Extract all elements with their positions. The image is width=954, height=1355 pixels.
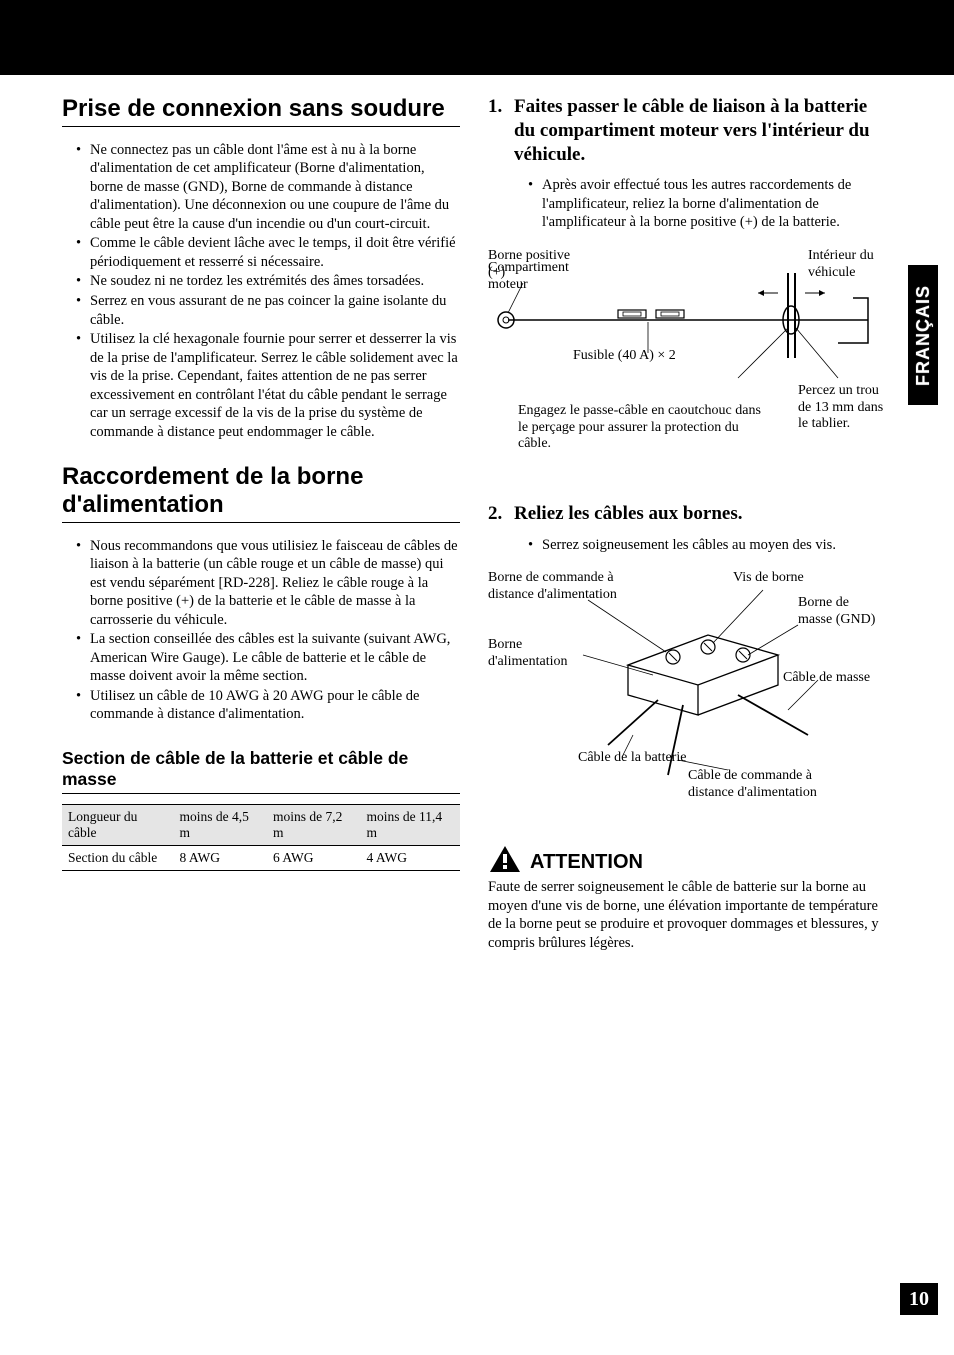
left-column: Prise de connexion sans soudure Ne conne… — [62, 95, 460, 952]
table-cell: 6 AWG — [267, 846, 360, 871]
attention-body: Faute de serrer soigneusement le câble d… — [488, 878, 886, 952]
section-title-prise: Prise de connexion sans soudure — [62, 95, 460, 127]
language-tab-text: FRANÇAIS — [913, 285, 934, 386]
table-cell: 4 AWG — [360, 846, 460, 871]
label-compartiment: Compartiment moteur — [488, 260, 598, 294]
list-item: Utilisez un câble de 10 AWG à 20 AWG pou… — [76, 687, 460, 724]
table-row: Longueur du câble moins de 4,5 m moins d… — [62, 805, 460, 846]
step-number: 2. — [488, 502, 514, 526]
warning-icon — [488, 844, 522, 874]
page-number-text: 10 — [909, 1288, 929, 1311]
wire-gauge-table: Longueur du câble moins de 4,5 m moins d… — [62, 804, 460, 871]
label-interieur: Intérieur du véhicule — [808, 248, 888, 282]
attention-label: ATTENTION — [530, 851, 643, 874]
step-number: 1. — [488, 95, 514, 119]
step-2-heading: 2. Reliez les câbles aux bornes. — [488, 502, 886, 526]
step-title: Reliez les câbles aux bornes. — [514, 502, 886, 526]
label-engagez: Engagez le passe-câble en caoutchouc dan… — [518, 403, 773, 453]
header-black-bar — [0, 0, 954, 75]
bullet-list-prise: Ne connectez pas un câble dont l'âme est… — [62, 141, 460, 442]
step-2-bullets: Serrez soigneusement les câbles au moyen… — [488, 536, 886, 555]
list-item: Nous recommandons que vous utilisiez le … — [76, 537, 460, 630]
bullet-list-raccordement: Nous recommandons que vous utilisiez le … — [62, 537, 460, 724]
list-item: La section conseillée des câbles est la … — [76, 630, 460, 686]
language-tab: FRANÇAIS — [908, 265, 938, 405]
page-content: Prise de connexion sans soudure Ne conne… — [0, 75, 954, 952]
step-1-heading: 1. Faites passer le câble de liaison à l… — [488, 95, 886, 166]
label-cable-batterie: Câble de la batterie — [578, 750, 686, 767]
table-cell: moins de 7,2 m — [267, 805, 360, 846]
page-number: 10 — [900, 1283, 938, 1315]
table-heading: Section de câble de la batterie et câble… — [62, 748, 460, 794]
table-row: Section du câble 8 AWG 6 AWG 4 AWG — [62, 846, 460, 871]
label-cable-masse: Câble de masse — [783, 670, 893, 687]
list-item: Ne connectez pas un câble dont l'âme est… — [76, 141, 460, 234]
section-title-raccordement: Raccordement de la borne d'alimentation — [62, 463, 460, 522]
label-percez: Percez un trou de 13 mm dans le tablier. — [798, 383, 888, 433]
label-fusible: Fusible (40 A) × 2 — [573, 348, 676, 365]
list-item: Serrez soigneusement les câbles au moyen… — [528, 536, 886, 555]
list-item: Après avoir effectué tous les autres rac… — [528, 176, 886, 232]
list-item: Ne soudez ni ne tordez les extrémités de… — [76, 272, 460, 291]
label-borne-commande: Borne de commande à distance d'alimentat… — [488, 570, 658, 604]
table-cell: 8 AWG — [174, 846, 267, 871]
list-item: Comme le câble devient lâche avec le tem… — [76, 234, 460, 271]
label-cable-commande: Câble de commande à distance d'alimentat… — [688, 768, 848, 802]
step-title: Faites passer le câble de liaison à la b… — [514, 95, 886, 166]
attention-heading: ATTENTION — [488, 844, 886, 874]
step-1-bullets: Après avoir effectué tous les autres rac… — [488, 176, 886, 232]
label-borne-alim: Borne d'alimentation — [488, 637, 593, 671]
label-vis-borne: Vis de borne — [733, 570, 804, 587]
table-cell: moins de 4,5 m — [174, 805, 267, 846]
table-cell: Section du câble — [62, 846, 174, 871]
right-column: 1. Faites passer le câble de liaison à l… — [488, 95, 886, 952]
table-cell: Longueur du câble — [62, 805, 174, 846]
list-item: Serrez en vous assurant de ne pas coince… — [76, 292, 460, 329]
list-item: Utilisez la clé hexagonale fournie pour … — [76, 330, 460, 441]
label-borne-masse: Borne de masse (GND) — [798, 595, 878, 629]
diagram-cable-routing: Borne positive (+) Compartiment moteur I… — [488, 248, 886, 488]
diagram-terminals: Borne de commande à distance d'alimentat… — [488, 570, 886, 830]
table-cell: moins de 11,4 m — [360, 805, 460, 846]
